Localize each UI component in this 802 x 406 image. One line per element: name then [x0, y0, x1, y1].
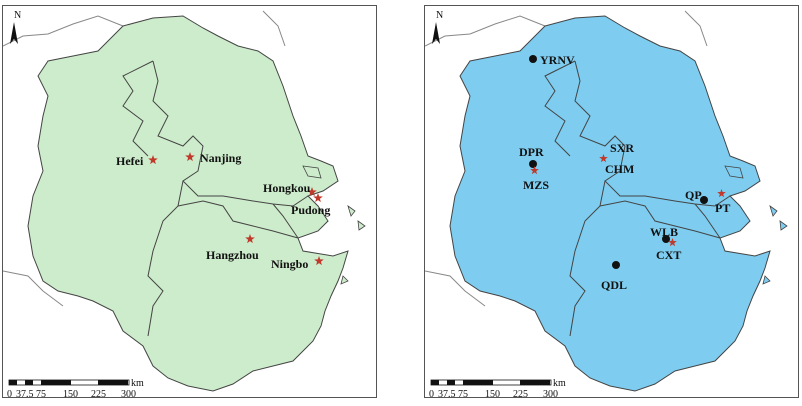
marker-label-pt: PT [715, 201, 730, 215]
marker-label-chm: CHM [605, 162, 634, 176]
marker-label-hongkou: Hongkou [263, 181, 311, 195]
map-marker-pudong[interactable]: Pudong [291, 193, 330, 217]
marker-label-sxr: SXR [610, 141, 634, 155]
marker-label-qdl: QDL [601, 278, 627, 292]
marker-label-pudong: Pudong [291, 203, 330, 217]
map-marker-nanjing[interactable]: Nanjing [185, 151, 241, 165]
map-marker-qp[interactable]: QP [685, 188, 708, 204]
north-arrow: N [10, 10, 21, 44]
marker-label-nanjing: Nanjing [200, 151, 241, 165]
map-marker-hangzhou[interactable]: Hangzhou [206, 234, 259, 262]
left-map-panel: N Hefei Nanjing Hongkou Pudong Hangzhou … [2, 5, 377, 399]
province-boundaries [544, 60, 731, 337]
map-marker-qdl[interactable]: QDL [601, 261, 627, 292]
scale-tick: 150 [63, 389, 78, 399]
outer-boundaries [425, 10, 708, 307]
marker-label-wlb: WLB [650, 225, 678, 239]
scale-unit: km [131, 378, 144, 389]
marker-label-dpr: DPR [519, 145, 544, 159]
province-boundaries [122, 60, 309, 337]
map-marker-yrnv[interactable]: YRNV [529, 53, 575, 67]
scale-bar: km 0 37.5 75 150 225 300 [429, 378, 566, 399]
dot-icon [529, 160, 537, 168]
scale-tick: 37.5 [16, 389, 34, 399]
north-letter: N [436, 10, 443, 21]
map-marker-cxt[interactable]: CXT [656, 238, 681, 262]
dot-icon [529, 55, 537, 63]
left-map-svg: N Hefei Nanjing Hongkou Pudong Hangzhou … [3, 10, 366, 399]
north-letter: N [14, 10, 21, 21]
map-marker-hongkou[interactable]: Hongkou [263, 181, 317, 197]
coastal-islands [302, 165, 366, 285]
scale-tick: 75 [458, 389, 468, 399]
coastal-islands [724, 165, 788, 285]
marker-label-cxt: CXT [656, 248, 681, 262]
marker-label-mzs: MZS [523, 178, 549, 192]
map-marker-wlb[interactable]: WLB [650, 225, 678, 243]
marker-label-hangzhou: Hangzhou [206, 248, 259, 262]
scale-tick: 0 [7, 389, 12, 399]
marker-label-hefei: Hefei [116, 154, 144, 168]
right-map-svg: N YRNV DPR MZS SXR CHM QP PT [425, 10, 788, 399]
dot-icon [612, 261, 620, 269]
right-map-panel: N YRNV DPR MZS SXR CHM QP PT [424, 5, 799, 399]
star-icon [313, 193, 323, 203]
marker-label-qp: QP [685, 188, 702, 202]
scale-tick: 300 [543, 389, 558, 399]
scale-tick: 0 [429, 389, 434, 399]
map-marker-mzs[interactable]: MZS [523, 166, 549, 192]
map-marker-dpr[interactable]: DPR [519, 145, 544, 168]
scale-tick: 225 [513, 389, 528, 399]
scale-tick: 37.5 [438, 389, 456, 399]
map-marker-sxr[interactable]: SXR [610, 141, 634, 155]
scale-tick: 150 [485, 389, 500, 399]
map-marker-ningbo[interactable]: Ningbo [271, 256, 324, 271]
outer-boundaries [3, 10, 286, 307]
scale-tick: 225 [91, 389, 106, 399]
scale-bar: km 0 37.5 75 150 225 300 [7, 378, 144, 399]
scale-tick: 75 [36, 389, 46, 399]
dot-icon [662, 235, 670, 243]
map-marker-hefei[interactable]: Hefei [116, 154, 158, 168]
scale-unit: km [553, 378, 566, 389]
north-arrow: N [432, 10, 443, 44]
map-marker-chm[interactable]: CHM [599, 154, 634, 176]
map-marker-pt[interactable]: PT [715, 189, 730, 215]
marker-label-yrnv: YRNV [540, 53, 575, 67]
dot-icon [700, 196, 708, 204]
scale-tick: 300 [121, 389, 136, 399]
marker-label-ningbo: Ningbo [271, 257, 308, 271]
